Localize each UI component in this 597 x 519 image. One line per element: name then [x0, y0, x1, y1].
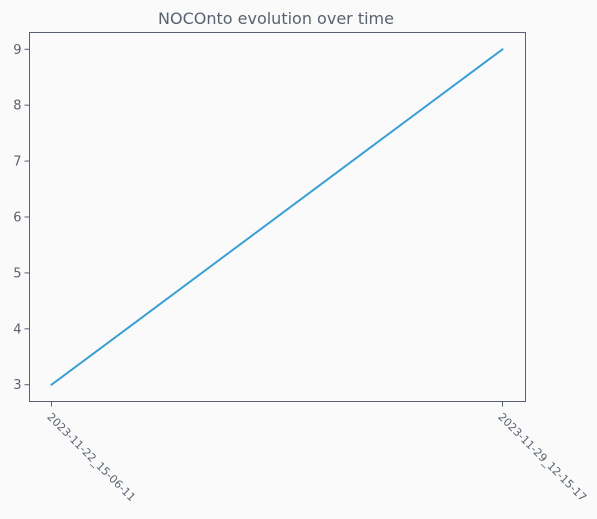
chart-title: NOCOnto evolution over time — [158, 9, 394, 28]
y-axis: 3 4 5 6 7 8 9 — [13, 43, 29, 393]
y-tick-label: 4 — [13, 322, 21, 337]
series-layer — [51, 49, 502, 384]
series-line — [52, 49, 503, 384]
y-tick-label: 8 — [13, 99, 21, 114]
y-tick-label: 3 — [13, 378, 21, 393]
y-tick-label: 7 — [13, 155, 21, 170]
x-axis: 2023-11-22_15-06-11 2023-11-29_12-15-17 — [44, 402, 589, 505]
y-tick-label: 9 — [13, 43, 21, 58]
y-tick-label: 5 — [13, 266, 21, 281]
x-tick-label: 2023-11-22_15-06-11 — [44, 410, 138, 504]
y-tick-label: 6 — [13, 211, 21, 226]
x-tick-label: 2023-11-29_12-15-17 — [495, 410, 589, 504]
